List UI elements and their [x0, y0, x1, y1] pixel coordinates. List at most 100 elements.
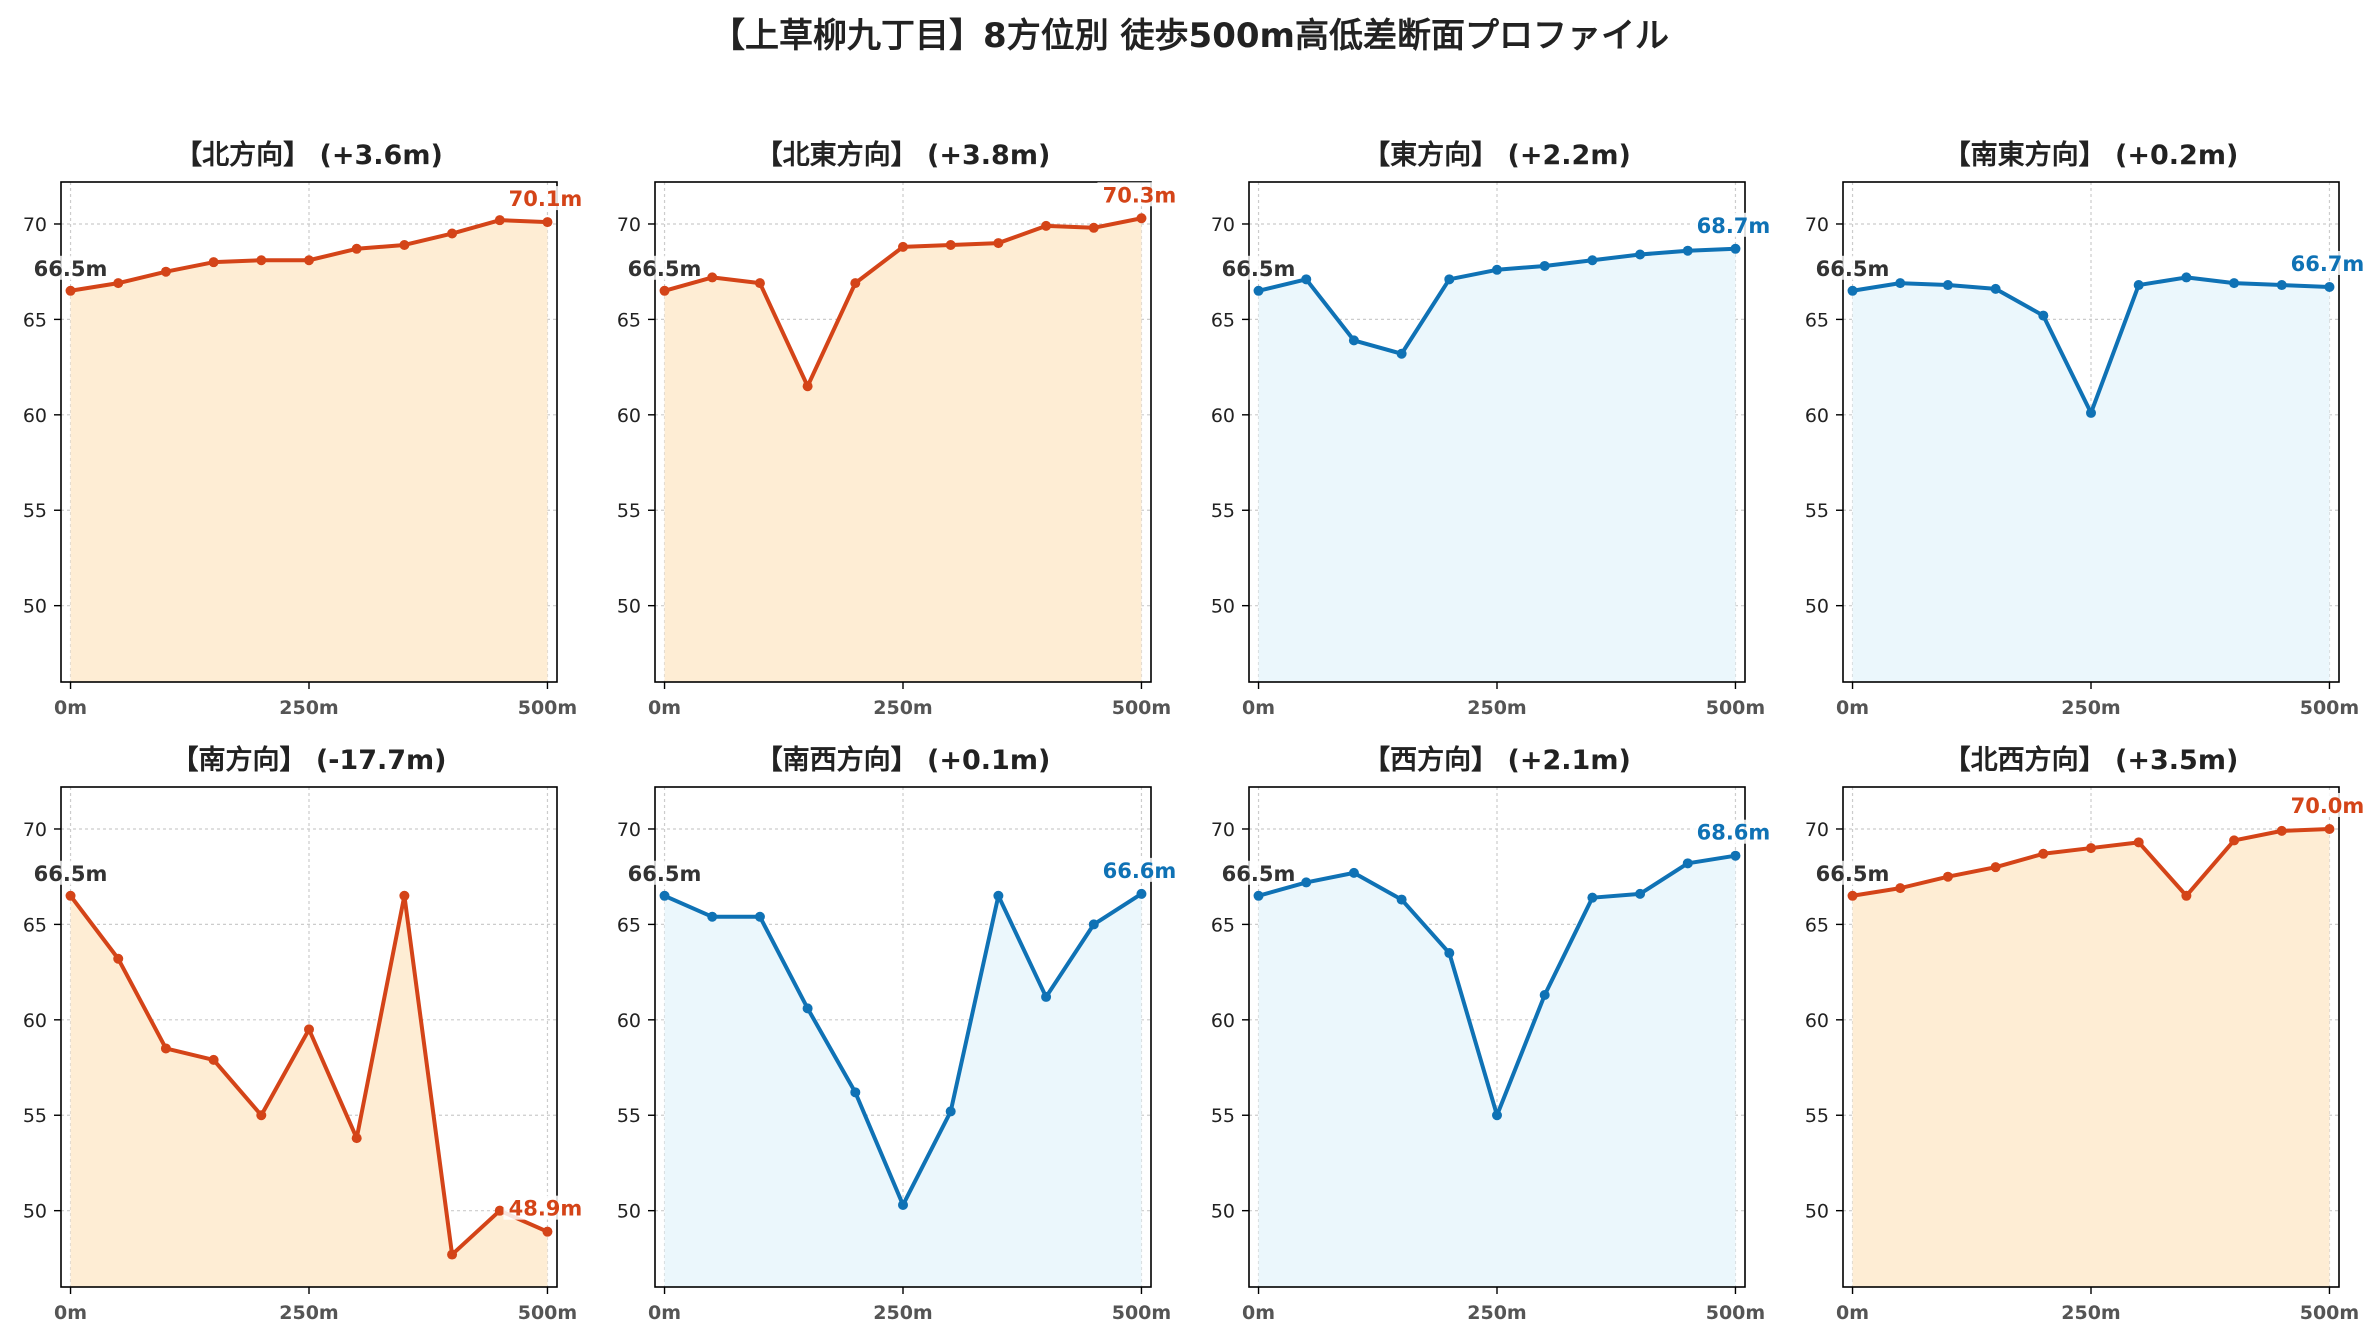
data-point	[754, 278, 765, 289]
x-tick-label: 250m	[873, 697, 932, 719]
start-label-bg	[1228, 255, 1291, 280]
x-tick-label: 250m	[1467, 1302, 1526, 1324]
data-point	[351, 1133, 362, 1144]
panel-6: 50 55 60 65 70 0m 250m 500m 【西方向】 (+2.1m) 66.5m 68…	[1211, 744, 1771, 1324]
data-point	[1635, 249, 1646, 260]
data-point	[1682, 858, 1693, 869]
data-point	[2324, 281, 2335, 292]
data-point	[160, 266, 171, 277]
x-tick-label: 250m	[2061, 697, 2120, 719]
data-point	[1348, 335, 1359, 346]
data-point	[113, 278, 124, 289]
data-point	[1539, 260, 1550, 271]
data-point	[898, 1199, 908, 1210]
area-fill	[1258, 855, 1736, 1287]
data-point	[2133, 280, 2144, 291]
data-point	[1895, 883, 1906, 894]
y-tick-label: 65	[1805, 309, 1829, 331]
data-point	[993, 238, 1004, 249]
data-point	[850, 1087, 861, 1098]
y-tick-label: 50	[1211, 1201, 1235, 1223]
data-point	[1492, 1110, 1502, 1121]
area-fill	[70, 895, 548, 1287]
data-point	[2181, 272, 2192, 283]
start-label: 66.5m	[34, 257, 108, 281]
x-tick-label: 0m	[54, 1302, 87, 1324]
data-point	[1587, 255, 1598, 266]
y-tick-label: 55	[1805, 1105, 1829, 1127]
y-tick-label: 50	[1211, 596, 1235, 618]
end-label-bg	[2285, 792, 2360, 817]
data-point	[659, 285, 670, 296]
start-label-bg	[634, 255, 697, 280]
data-point	[1539, 990, 1550, 1001]
x-tick-label: 500m	[518, 697, 577, 719]
x-tick-label: 0m	[1836, 697, 1869, 719]
x-tick-label: 0m	[648, 1302, 681, 1324]
y-tick-label: 65	[1211, 914, 1235, 936]
y-tick-label: 70	[1211, 819, 1235, 841]
end-label: 68.6m	[1697, 821, 1771, 845]
subplot-title: 【北方向】 (+3.6m)	[175, 139, 443, 171]
panel-2: 50 55 60 65 70 0m 250m 500m 【東方向】 (+2.2m) 66.5m 68…	[1211, 139, 1771, 719]
data-point	[1041, 220, 1052, 231]
data-point	[1041, 991, 1052, 1002]
data-point	[1730, 850, 1741, 861]
end-label: 66.7m	[2291, 252, 2365, 276]
data-point	[1136, 888, 1147, 899]
data-point	[160, 1043, 171, 1054]
y-tick-label: 55	[1805, 500, 1829, 522]
end-label-bg	[503, 1195, 578, 1220]
panel-1: 50 55 60 65 70 0m 250m 500m 【北東方向】 (+3.8m) 66.5m 7…	[617, 139, 1177, 719]
data-point	[304, 255, 314, 266]
data-point	[256, 255, 267, 266]
y-tick-label: 50	[617, 1201, 641, 1223]
start-label: 66.5m	[1222, 257, 1296, 281]
start-label: 66.5m	[1816, 257, 1890, 281]
data-point	[1301, 274, 1312, 285]
x-tick-label: 250m	[279, 697, 338, 719]
y-tick-label: 50	[1805, 1201, 1829, 1223]
y-tick-label: 70	[23, 819, 47, 841]
x-tick-label: 250m	[2061, 1302, 2120, 1324]
data-point	[1253, 285, 1264, 296]
x-tick-label: 0m	[1242, 1302, 1275, 1324]
start-label-bg	[634, 860, 697, 885]
x-tick-label: 0m	[54, 697, 87, 719]
x-tick-label: 500m	[1112, 1302, 1171, 1324]
data-point	[351, 243, 362, 254]
start-label-bg	[40, 255, 103, 280]
subplot-title: 【東方向】 (+2.2m)	[1363, 139, 1631, 171]
data-point	[1942, 280, 1953, 291]
end-label: 68.7m	[1697, 214, 1771, 238]
data-point	[754, 911, 765, 922]
y-tick-label: 55	[23, 500, 47, 522]
data-point	[993, 890, 1004, 901]
start-label: 66.5m	[1222, 862, 1296, 886]
data-point	[1990, 862, 2001, 873]
panel-4: 50 55 60 65 70 0m 250m 500m 【南方向】 (-17.7m) 66.5m 4…	[23, 744, 583, 1324]
data-point	[494, 1205, 505, 1216]
data-point	[1587, 892, 1598, 903]
data-point	[1444, 948, 1455, 959]
y-tick-label: 60	[1805, 405, 1829, 427]
data-point	[208, 257, 219, 268]
data-point	[2038, 848, 2049, 859]
data-point	[2229, 278, 2240, 289]
start-label: 66.5m	[34, 862, 108, 886]
data-point	[447, 1249, 458, 1260]
end-label: 48.9m	[509, 1197, 583, 1221]
data-point	[1730, 243, 1741, 254]
end-label-bg	[1097, 857, 1172, 882]
start-label-bg	[1822, 860, 1885, 885]
x-tick-label: 0m	[648, 697, 681, 719]
data-point	[2038, 310, 2049, 321]
end-label: 70.1m	[509, 187, 583, 211]
y-tick-label: 65	[617, 914, 641, 936]
subplot-title: 【北西方向】 (+3.5m)	[1944, 744, 2239, 776]
data-point	[1847, 890, 1858, 901]
y-tick-label: 60	[617, 1010, 641, 1032]
subplot-title: 【北東方向】 (+3.8m)	[756, 139, 1051, 171]
data-point	[256, 1110, 267, 1121]
